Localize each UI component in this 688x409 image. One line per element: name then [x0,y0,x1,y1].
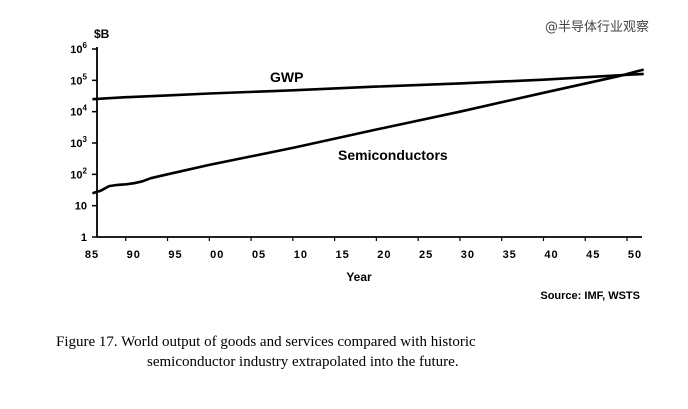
y-tick-label-6: 106 [70,41,87,56]
y-axis-label: $B [94,27,110,41]
x-tick-label-9: 30 [461,249,475,261]
y-tick-label-3: 103 [70,135,87,150]
y-tick-label-4: 104 [70,104,87,119]
series-label-gwp: GWP [270,69,303,85]
series-label-semiconductors: Semiconductors [338,147,448,163]
figure-caption-line1: Figure 17. World output of goods and ser… [56,334,476,350]
watermark-text: @半导体行业观察 [545,20,649,35]
x-axis-label: Year [346,270,372,284]
x-tick-label-5: 10 [294,249,308,261]
series-line-semiconductors [92,68,645,195]
source-text: Source: IMF, WSTS [540,290,640,302]
series-line-gwp [92,72,644,101]
x-tick-label-1: 90 [127,249,141,261]
x-tick-label-8: 25 [419,249,433,261]
x-tick-label-13: 50 [628,249,642,261]
y-tick-label-5: 105 [70,72,87,87]
x-tick-label-3: 00 [210,249,224,261]
y-tick-label-2: 102 [70,166,87,181]
x-tick-label-4: 05 [252,249,266,261]
x-tick-label-11: 40 [544,249,558,261]
x-tick-label-10: 35 [503,249,517,261]
y-tick-label-1: 10 [75,201,87,213]
figure-caption-line2: semiconductor industry extrapolated into… [147,354,459,370]
x-tick-label-2: 95 [168,249,182,261]
x-tick-label-0: 85 [85,249,99,261]
plot-area: 1 10 102 103 104 105 106 85 90 95 00 05 10 15 20 25 30 35… [70,41,645,261]
y-tick-label-0: 1 [81,232,87,244]
x-tick-label-6: 15 [335,249,349,261]
x-tick-label-7: 20 [377,249,391,261]
x-tick-label-12: 45 [586,249,600,261]
